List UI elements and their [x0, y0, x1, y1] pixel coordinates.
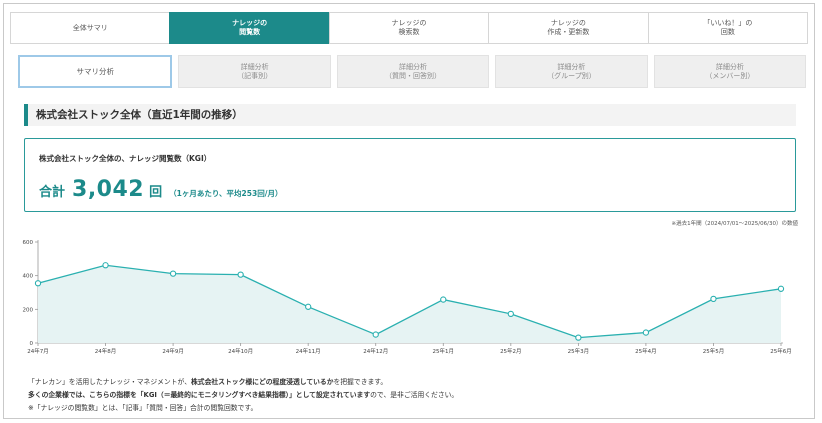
- subtab-label: 詳細分析: [240, 62, 269, 71]
- data-point: [305, 303, 312, 310]
- y-tick-label: 0: [30, 341, 34, 347]
- subtab-label-line2: （質問・回答別）: [385, 71, 442, 80]
- tab-label: 「いいね！」の: [703, 19, 753, 27]
- data-point: [34, 280, 42, 287]
- views-trend-chart: 0 200 400 600 24年7月 24年8月 24年9月 24年10月 24年11月 24年…: [23, 240, 792, 355]
- description-line-3: ※「ナレッジの閲覧数」とは、「記事」「質問・回答」合計の閲覧回数です。: [28, 402, 257, 412]
- series-area: [38, 265, 781, 343]
- x-tick-label: 24年11月: [296, 347, 321, 355]
- kgi-label: 株式会社ストック全体の、ナレッジ閲覧数（KGI）: [39, 154, 212, 163]
- tab-label-line2: 閲覧数: [239, 28, 261, 36]
- description-emphasis: 多くの企業様では、こちらの指標を「KGI（＝最終的にモニタリングすべき結果指標）…: [28, 391, 371, 399]
- tab-label-line2: 回数: [720, 28, 735, 36]
- y-tick-label: 400: [23, 274, 34, 280]
- tab-label: ナレッジの: [391, 19, 427, 27]
- tab-label: 全体サマリ: [72, 23, 108, 32]
- data-point: [507, 310, 514, 318]
- description-emphasis: 株式会社ストック様にどの程度浸透しているか: [191, 378, 334, 386]
- tab-knowledge-views[interactable]: ナレッジの 閲覧数: [169, 12, 329, 44]
- description-text: ので、是非ご活用ください。: [370, 391, 459, 399]
- subtab-label: 詳細分析: [557, 62, 586, 71]
- x-tick-label: 25年4月: [635, 347, 657, 355]
- tab-label: ナレッジの: [232, 19, 268, 27]
- data-point: [169, 270, 177, 277]
- description-text: を把握できます。: [333, 378, 388, 386]
- subtab-detail-by-group[interactable]: 詳細分析 （グループ別）: [495, 55, 648, 88]
- x-tick-label: 25年1月: [433, 347, 455, 355]
- tab-label-line2: 作成・更新数: [547, 28, 590, 36]
- subtab-label: 詳細分析: [399, 62, 428, 71]
- x-tick-label: 25年5月: [703, 347, 725, 355]
- kgi-total-value: 3,042: [72, 177, 145, 202]
- section-title: 株式会社ストック全体（直近1年間の推移）: [24, 104, 796, 126]
- tab-knowledge-created[interactable]: ナレッジの 作成・更新数: [488, 12, 648, 44]
- kgi-monthly-average: （1ヶ月あたり、平均253回/月）: [169, 189, 283, 198]
- data-point: [237, 271, 244, 278]
- data-point: [102, 262, 109, 269]
- period-note: ※過去1年間（2024/07/01〜2025/06/30）の数値: [671, 221, 798, 227]
- x-tick-label: 24年12月: [363, 347, 388, 355]
- subtab-detail-by-qa[interactable]: 詳細分析 （質問・回答別）: [336, 55, 490, 88]
- main-tabs: 全体サマリ ナレッジの 閲覧数 ナレッジの 検索数 ナレッジの 作成・更新数 「いいね…: [10, 12, 809, 44]
- subtab-label-line2: （記事別）: [237, 71, 273, 80]
- kgi-total-unit: 回: [149, 185, 163, 200]
- data-point: [777, 285, 785, 292]
- kgi-summary-box: 株式会社ストック全体の、ナレッジ閲覧数（KGI） 合計 3,042 回 （1ヶ月…: [24, 138, 796, 212]
- subtab-label-line2: （グループ別）: [547, 71, 596, 80]
- x-tick-label: 24年9月: [162, 347, 184, 355]
- tab-overall-summary[interactable]: 全体サマリ: [10, 12, 170, 44]
- tab-likes-count[interactable]: 「いいね！」の 回数: [647, 12, 809, 44]
- kgi-total-prefix: 合計: [39, 185, 66, 200]
- kgi-total: 合計 3,042 回 （1ヶ月あたり、平均253回/月）: [39, 177, 282, 202]
- data-point: [440, 296, 447, 303]
- x-tick-label: 24年10月: [228, 347, 253, 355]
- subtab-detail-by-member[interactable]: 詳細分析 （メンバー別）: [653, 55, 807, 88]
- x-tick-label: 24年7月: [27, 347, 49, 355]
- data-point: [575, 334, 582, 341]
- subtab-detail-by-article[interactable]: 詳細分析 （記事別）: [178, 55, 331, 88]
- description-text: ※「ナレッジの閲覧数」とは、「記事」「質問・回答」合計の閲覧回数です。: [28, 404, 258, 412]
- series-line: [37, 264, 782, 339]
- tab-label-line2: 検索数: [398, 28, 420, 36]
- description-text: 「ナレカン」を活用したナレッジ・マネジメントが、: [28, 378, 191, 386]
- analysis-subtabs: サマリ分析 詳細分析 （記事別） 詳細分析 （質問・回答別） 詳細分析 （グループ別）…: [18, 55, 807, 88]
- subtab-label: サマリ分析: [76, 67, 114, 76]
- x-tick-label: 25年3月: [568, 347, 590, 355]
- x-tick-label: 24年8月: [95, 347, 117, 355]
- tab-label: ナレッジの: [550, 19, 586, 27]
- subtab-summary-analysis[interactable]: サマリ分析: [18, 55, 173, 88]
- description-line-2: 多くの企業様では、こちらの指標を「KGI（＝最終的にモニタリングすべき結果指標）…: [28, 389, 458, 399]
- subtab-label-line2: （メンバー別）: [705, 71, 755, 80]
- data-point: [372, 331, 379, 338]
- x-tick-label: 25年6月: [770, 347, 792, 355]
- data-point: [710, 295, 717, 303]
- x-tick-label: 25年2月: [500, 347, 522, 355]
- data-point: [642, 329, 650, 336]
- description-line-1: 「ナレカン」を活用したナレッジ・マネジメントが、株式会社ストック様にどの程度浸透…: [28, 376, 387, 386]
- y-tick-label: 600: [23, 240, 34, 246]
- tab-knowledge-searches[interactable]: ナレッジの 検索数: [328, 12, 489, 44]
- subtab-label: 詳細分析: [715, 62, 744, 71]
- y-tick-label: 200: [23, 307, 34, 313]
